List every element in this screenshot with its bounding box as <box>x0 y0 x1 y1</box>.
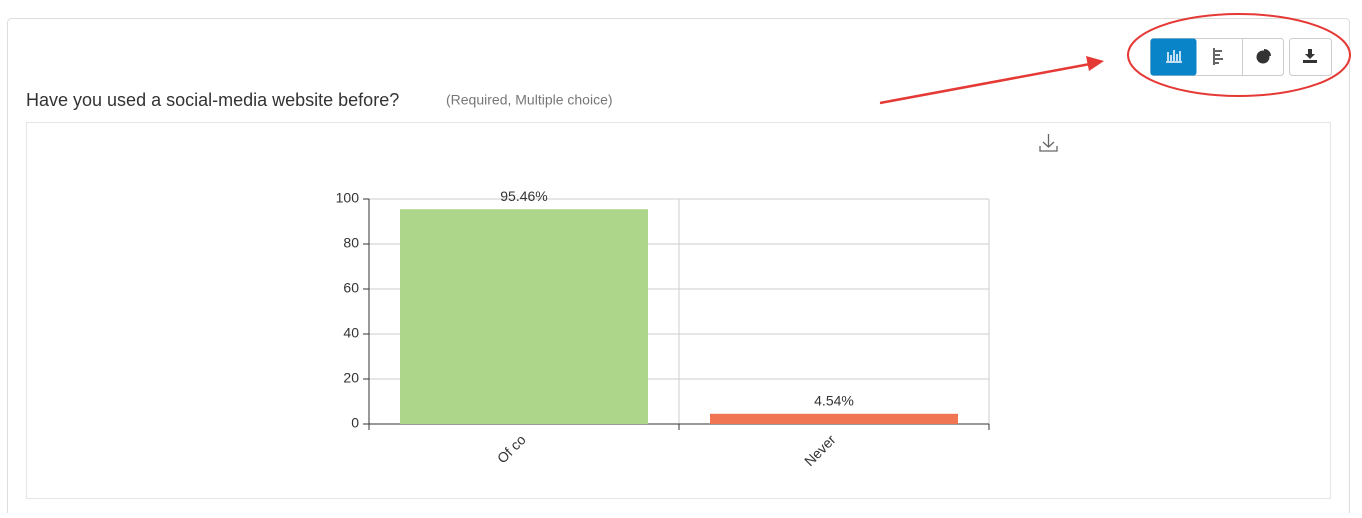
save-image-icon[interactable] <box>1039 134 1058 152</box>
download-icon <box>1303 49 1317 63</box>
horizontal-bar-button[interactable] <box>1197 39 1242 75</box>
annotation-ellipse <box>1127 13 1351 97</box>
y-tick-label: 80 <box>343 235 359 251</box>
bar <box>710 413 958 424</box>
hbar-icon <box>1213 48 1223 65</box>
y-tick-label: 60 <box>343 280 359 296</box>
y-tick-label: 40 <box>343 325 359 341</box>
y-tick-label: 100 <box>336 190 360 206</box>
question-note: (Required, Multiple choice) <box>446 92 613 108</box>
question-title: Have you used a social-media website bef… <box>26 90 399 110</box>
value-label: 95.46% <box>500 188 547 204</box>
annotation-arrow <box>879 56 1104 105</box>
y-tick-label: 0 <box>351 415 359 431</box>
pie-icon <box>1256 49 1271 64</box>
bar-icon <box>1166 50 1182 63</box>
chart-type-toolbar <box>1150 38 1332 76</box>
y-tick-label: 20 <box>343 370 359 386</box>
value-label: 4.54% <box>814 392 854 408</box>
bar <box>400 209 648 424</box>
